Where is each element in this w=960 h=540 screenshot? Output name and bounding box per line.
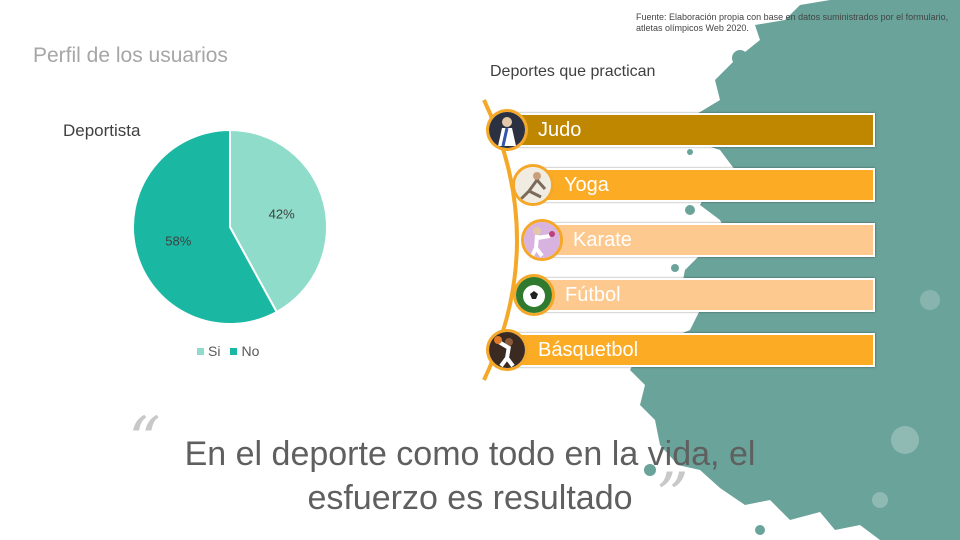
sport-bar-futbol: Fútbol: [535, 278, 875, 312]
sport-bar-basquetbol: Básquetbol: [508, 333, 875, 367]
sport-bar-yoga: Yoga: [534, 168, 875, 202]
judo-icon: [486, 109, 528, 151]
legend-item-no: No: [230, 343, 259, 359]
source-note: Fuente: Elaboración propia con base en d…: [636, 12, 949, 33]
sport-label-judo: Judo: [538, 118, 582, 141]
sports-section-title: Deportes que practican: [490, 63, 656, 80]
profile-section-title: Perfil de los usuarios: [33, 44, 228, 67]
legend-swatch-no: [230, 347, 238, 355]
pie-slice-no: [132, 128, 279, 325]
pie-chart-title: Deportista: [63, 121, 141, 140]
soccer-ball-icon: [513, 274, 555, 316]
basketball-icon: [486, 329, 528, 371]
karate-icon: [521, 219, 563, 261]
pie-data-label-si: 42%: [269, 207, 295, 222]
quote-open-mark: “: [128, 404, 161, 478]
sport-bar-judo: Judo: [508, 113, 875, 147]
legend-label-si: Si: [208, 343, 221, 359]
legend-swatch-si: [197, 347, 204, 355]
pie-legend: Si No: [197, 343, 259, 359]
yoga-icon: [512, 164, 554, 206]
quote-close-mark: ”: [656, 460, 689, 534]
sport-label-karate: Karate: [573, 228, 632, 251]
sport-label-yoga: Yoga: [564, 173, 609, 196]
sport-label-futbol: Fútbol: [565, 283, 621, 306]
sport-bar-karate: Karate: [543, 223, 875, 257]
pie-slice-si: [229, 128, 328, 314]
quote-line-2: esfuerzo es resultado: [307, 479, 633, 517]
athlete-pie-chart: 42% 58%: [132, 128, 328, 325]
legend-label-no: No: [241, 343, 260, 359]
pie-data-label-no: 58%: [165, 233, 191, 248]
legend-item-si: Si: [197, 343, 220, 359]
sport-label-basquetbol: Básquetbol: [538, 338, 639, 361]
quote-line-1: En el deporte como todo en la vida, el: [184, 435, 756, 473]
quote-text: En el deporte como todo en la vida, el e…: [140, 432, 800, 520]
